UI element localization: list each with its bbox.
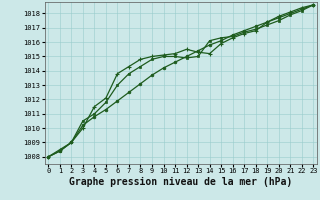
X-axis label: Graphe pression niveau de la mer (hPa): Graphe pression niveau de la mer (hPa) — [69, 177, 292, 187]
